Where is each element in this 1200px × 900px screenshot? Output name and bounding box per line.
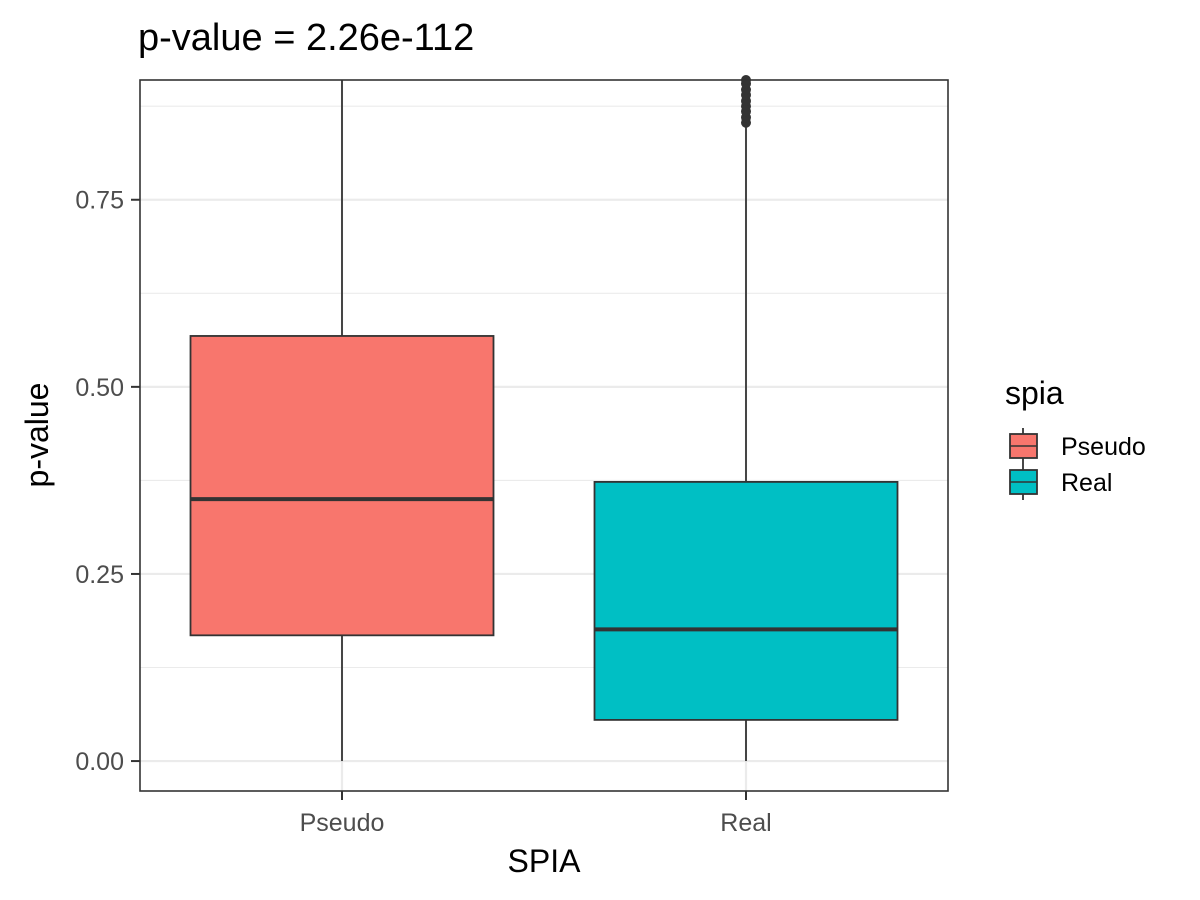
legend-label: Pseudo [1061,433,1146,461]
x-axis: Pseudo Real [300,791,772,837]
legend-item-pseudo: Pseudo [1009,428,1146,464]
legend-item-real: Real [1009,464,1112,500]
y-tick-label: 0.75 [75,187,124,215]
legend-label: Real [1061,469,1112,497]
y-tick-label: 0.00 [75,748,124,776]
y-axis-title: p-value [19,383,55,488]
box-real [593,75,899,762]
legend-title: spia [1005,375,1064,411]
chart-title: p-value = 2.26e-112 [138,17,474,59]
iqr-box [189,335,495,637]
x-tick-label: Pseudo [300,809,385,837]
panel-border [139,79,949,792]
boxes [189,75,899,762]
box-pseudo [189,80,495,762]
y-axis: 0.00 0.25 0.50 0.75 [75,187,140,776]
legend: spia Pseudo Real [1005,375,1146,500]
iqr-box [593,481,899,721]
x-tick-label: Real [720,809,771,837]
y-tick-label: 0.50 [75,374,124,402]
x-axis-title: SPIA [508,843,582,879]
y-tick-label: 0.25 [75,561,124,589]
